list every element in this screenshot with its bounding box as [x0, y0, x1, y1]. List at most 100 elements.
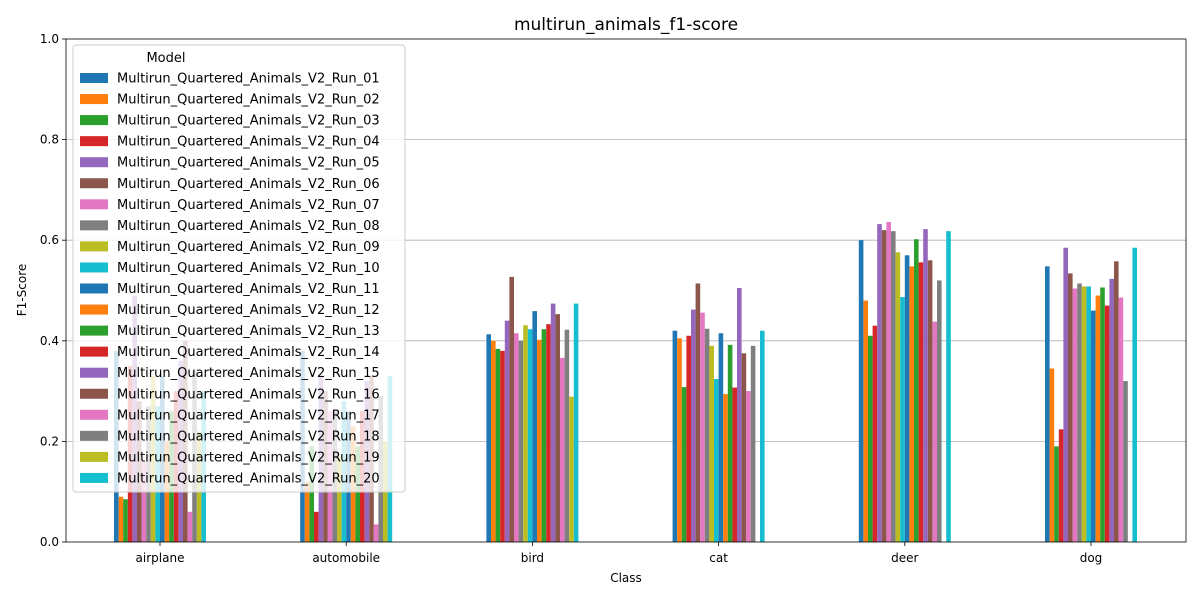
legend-swatch: [80, 178, 108, 189]
bar-cat-run-17: [746, 391, 751, 542]
bar-dog-run-10: [1086, 286, 1091, 542]
chart-title: multirun_animals_f1-score: [514, 15, 738, 35]
legend-box: [72, 44, 406, 493]
legend-swatch: [80, 472, 108, 483]
bar-deer-run-03: [868, 335, 873, 542]
legend-entry: Multirun_Quartered_Animals_V2_Run_01: [117, 72, 380, 87]
x-tick-label: automobile: [312, 551, 380, 565]
y-tick-label: 0.4: [40, 334, 59, 348]
bar-bird-run-18: [564, 329, 570, 542]
bar-bird-run-06: [509, 276, 514, 542]
legend-entry: Multirun_Quartered_Animals_V2_Run_19: [117, 450, 380, 465]
bar-deer-run-06: [881, 230, 887, 542]
bar-deer-run-13: [914, 239, 919, 542]
bar-dog-run-18: [1123, 381, 1128, 542]
legend-entry: Multirun_Quartered_Animals_V2_Run_18: [117, 429, 380, 444]
bar-bird-run-02: [491, 340, 496, 542]
legend-swatch: [80, 115, 108, 126]
bar-bird-run-15: [550, 303, 556, 542]
bar-bird-run-12: [537, 339, 542, 542]
bar-deer-run-08: [891, 231, 896, 542]
y-tick-label: 0.8: [40, 133, 59, 147]
bar-bird-run-14: [546, 324, 551, 542]
bar-dog-run-02: [1049, 368, 1055, 542]
legend-entry: Multirun_Quartered_Animals_V2_Run_04: [117, 135, 380, 150]
bar-dog-run-04: [1058, 429, 1064, 542]
bar-deer-run-11: [904, 255, 910, 543]
bar-cat-run-16: [741, 353, 747, 542]
bar-bird-run-13: [541, 329, 547, 542]
bar-dog-run-16: [1114, 261, 1119, 542]
x-tick-label: airplane: [136, 551, 185, 565]
bar-bird-run-20: [573, 303, 579, 542]
legend-swatch: [80, 325, 108, 336]
bar-dog-run-20: [1132, 247, 1137, 542]
legend-entry: Multirun_Quartered_Animals_V2_Run_03: [117, 114, 380, 129]
legend-entry: Multirun_Quartered_Animals_V2_Run_11: [117, 282, 380, 297]
bar-cat-run-14: [732, 387, 737, 542]
bar-dog-run-08: [1077, 283, 1082, 542]
bar-dog-run-17: [1118, 297, 1124, 542]
bar-bird-run-07: [514, 333, 519, 542]
bar-cat-run-03: [681, 387, 687, 542]
bar-automobile-run-13: [355, 446, 360, 542]
y-tick-label: 0.2: [40, 434, 59, 448]
bar-cat-run-13: [727, 344, 733, 542]
bar-bird-run-11: [532, 311, 537, 542]
legend-entry: Multirun_Quartered_Animals_V2_Run_02: [117, 93, 380, 108]
bar-dog-run-01: [1045, 266, 1050, 542]
bar-dog-run-14: [1104, 305, 1110, 542]
bar-deer-run-14: [918, 262, 924, 542]
x-tick-label: dog: [1080, 551, 1103, 565]
legend-entry: Multirun_Quartered_Animals_V2_Run_09: [117, 240, 380, 255]
bar-dog-run-12: [1095, 295, 1101, 542]
bar-deer-run-10: [900, 297, 905, 542]
bar-bird-run-03: [495, 348, 501, 542]
bar-automobile-run-04: [314, 511, 319, 542]
bar-cat-run-12: [723, 394, 728, 542]
legend-swatch: [80, 283, 108, 294]
bar-automobile-run-17: [373, 524, 379, 542]
legend-entry: Multirun_Quartered_Animals_V2_Run_17: [117, 408, 380, 423]
legend-swatch: [80, 94, 108, 105]
legend-entry: Multirun_Quartered_Animals_V2_Run_06: [117, 177, 380, 192]
bar-cat-run-08: [704, 328, 710, 542]
bar-automobile-run-02: [304, 481, 310, 542]
legend-title: Model: [146, 51, 185, 66]
bar-deer-run-20: [946, 231, 951, 542]
legend: Model Multirun_Quartered_Animals_V2_Run_0…: [72, 44, 406, 493]
bar-bird-run-19: [569, 396, 574, 542]
bar-dog-run-13: [1100, 287, 1105, 542]
bar-cat-run-11: [718, 333, 724, 542]
bar-cat-run-20: [760, 330, 765, 542]
bar-bird-run-16: [555, 314, 560, 542]
bar-cat-run-02: [677, 338, 682, 542]
bar-automobile-run-09: [337, 456, 342, 542]
bar-deer-run-02: [863, 300, 868, 542]
legend-entry: Multirun_Quartered_Animals_V2_Run_07: [117, 198, 380, 213]
axes-frame: [65, 38, 1187, 543]
legend-swatch: [80, 73, 108, 83]
legend-swatch: [80, 451, 108, 462]
legend-swatch: [80, 262, 108, 273]
bar-bird-run-04: [500, 350, 505, 542]
bar-cat-run-01: [672, 330, 678, 542]
bar-bird-run-01: [486, 334, 491, 542]
bar-deer-run-09: [895, 252, 901, 542]
bar-bird-run-10: [527, 329, 533, 542]
x-tick-label: cat: [709, 551, 728, 565]
legend-swatch: [80, 304, 108, 315]
bar-dog-run-03: [1054, 446, 1059, 542]
legend-swatch: [80, 409, 108, 420]
bar-bird-run-08: [518, 340, 524, 542]
bar-bird-run-17: [560, 357, 565, 542]
bar-dog-run-15: [1109, 278, 1114, 542]
legend-swatch: [80, 388, 108, 399]
legend-entry: Multirun_Quartered_Animals_V2_Run_08: [117, 219, 380, 234]
legend-entry: Multirun_Quartered_Animals_V2_Run_14: [117, 345, 380, 360]
bar-cat-run-10: [714, 379, 719, 542]
legend-entry: Multirun_Quartered_Animals_V2_Run_20: [117, 471, 380, 486]
bar-deer-run-04: [872, 325, 878, 542]
legend-entry: Multirun_Quartered_Animals_V2_Run_15: [117, 366, 380, 381]
